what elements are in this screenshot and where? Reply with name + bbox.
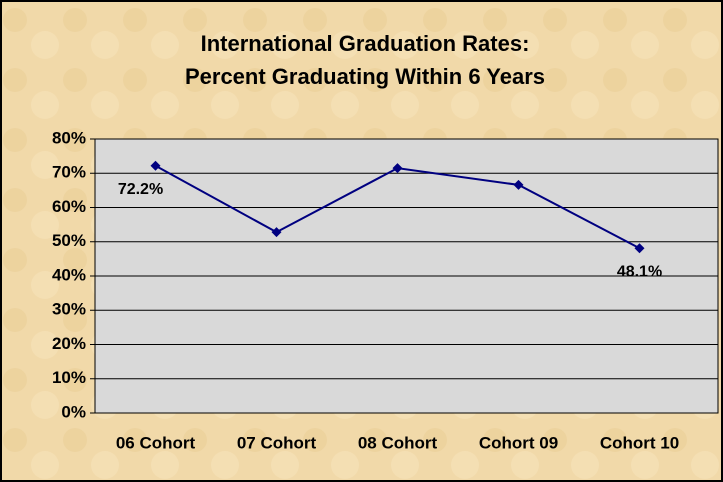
y-tick-label: 10% xyxy=(52,368,86,387)
y-tick-label: 40% xyxy=(52,265,86,284)
chart-title: International Graduation Rates: xyxy=(201,31,530,56)
y-tick-label: 0% xyxy=(61,402,86,421)
y-tick-label: 30% xyxy=(52,300,86,319)
y-tick-label: 60% xyxy=(52,197,86,216)
chart-title: Percent Graduating Within 6 Years xyxy=(185,64,545,89)
y-tick-label: 50% xyxy=(52,231,86,250)
x-tick-label: Cohort 10 xyxy=(600,433,679,452)
data-label: 48.1% xyxy=(617,263,662,280)
x-tick-label: 06 Cohort xyxy=(116,433,196,452)
data-point xyxy=(634,243,645,254)
data-point xyxy=(271,227,282,238)
y-tick-label: 70% xyxy=(52,163,86,182)
x-tick-label: Cohort 09 xyxy=(479,433,558,452)
x-tick-label: 08 Cohort xyxy=(358,433,438,452)
x-tick-label: 07 Cohort xyxy=(237,433,317,452)
y-tick-label: 80% xyxy=(52,128,86,147)
y-tick-label: 20% xyxy=(52,334,86,353)
data-point xyxy=(150,160,161,171)
data-label: 72.2% xyxy=(118,181,163,198)
data-point xyxy=(392,163,403,174)
data-point xyxy=(513,179,524,190)
